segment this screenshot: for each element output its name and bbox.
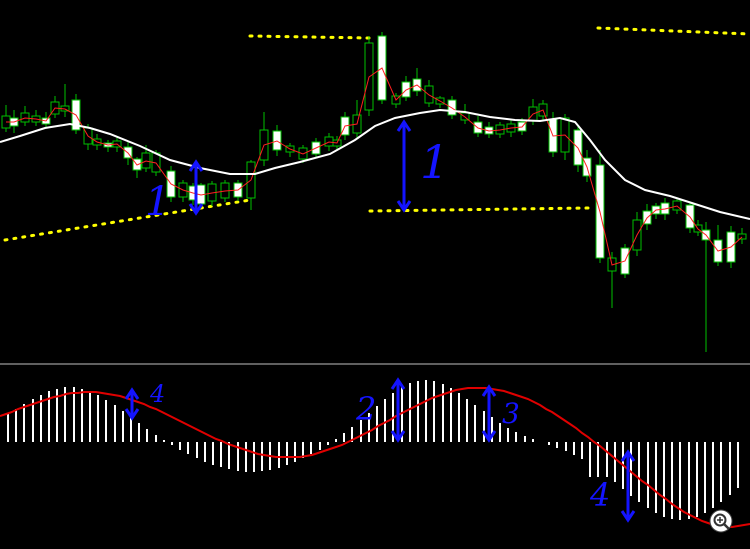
annotation-arrow-1b-head-down	[396, 200, 412, 213]
annotation-arrow-3-head-down	[481, 430, 497, 443]
annotation-arrow-1-head-up	[188, 159, 204, 172]
annotation-arrow-2-head-up	[390, 377, 406, 390]
ohlc-trend-line	[6, 67, 743, 266]
candle-body	[737, 233, 747, 240]
price-levels	[3, 26, 750, 242]
annotation-label-2: 2	[355, 390, 376, 428]
annotation-arrow-4b-head-down	[620, 510, 636, 523]
annotation-label-4: 4	[149, 380, 165, 408]
annotation-arrow-3-head-up	[481, 384, 497, 397]
annotation-arrow-4b-head-up	[620, 449, 636, 462]
annotation-label-1b: 1	[420, 135, 449, 189]
support-mid	[368, 206, 592, 213]
hand-annotations: 1 1 4 2 3 4	[124, 119, 636, 523]
annotation-arrow-2-head-down	[390, 430, 406, 443]
zoom-in-icon[interactable]	[709, 509, 733, 533]
resistance-top-left	[248, 34, 372, 40]
moving-average-line	[0, 108, 750, 220]
annotation-arrow-4-head-down	[124, 408, 140, 421]
oscillator-histogram	[7, 380, 739, 520]
oscillator-signal-line	[0, 387, 750, 528]
annotation-arrow-1-head-down	[188, 203, 204, 216]
support-rising-left	[3, 198, 252, 242]
annotation-label-4b: 4	[589, 476, 610, 514]
resistance-top-right	[596, 26, 750, 36]
annotation-label-1: 1	[145, 179, 170, 225]
annotation-arrow-4-head-up	[124, 387, 140, 400]
annotation-arrow-1b-head-up	[396, 119, 412, 132]
annotation-label-3: 3	[502, 397, 520, 430]
